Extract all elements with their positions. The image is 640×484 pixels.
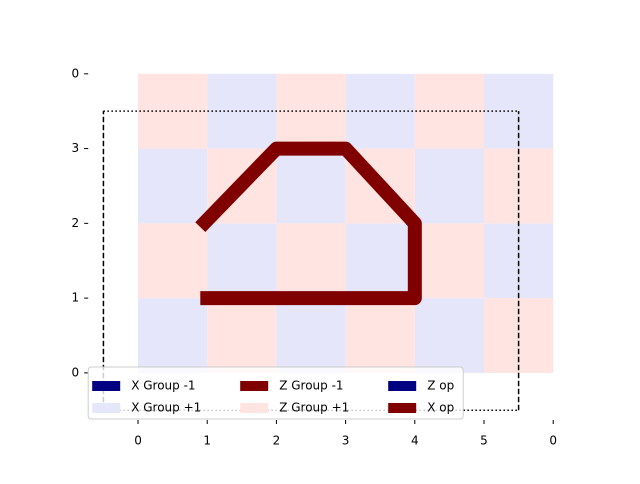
cell bbox=[414, 298, 485, 373]
legend-swatch bbox=[388, 403, 417, 413]
y-tick-label: 1 bbox=[72, 291, 80, 305]
y-tick-label: 3 bbox=[72, 141, 80, 155]
legend-label: X Group -1 bbox=[131, 379, 195, 393]
cell bbox=[207, 73, 277, 149]
cell bbox=[414, 223, 485, 299]
legend-swatch bbox=[240, 381, 269, 391]
x-tick-label: 0 bbox=[134, 434, 142, 448]
legend-swatch bbox=[240, 403, 269, 413]
operator-line bbox=[195, 141, 422, 306]
legend-frame bbox=[87, 366, 464, 420]
cell bbox=[345, 223, 415, 299]
cell bbox=[276, 73, 346, 149]
legend-label: Z Group -1 bbox=[279, 379, 343, 393]
legend: X Group -1 X Group +1 Z Group -1 Z Group +1… bbox=[87, 366, 464, 420]
cell bbox=[276, 298, 346, 373]
cell bbox=[138, 148, 208, 224]
y-tick-label: 0 bbox=[72, 66, 80, 80]
cell bbox=[345, 298, 415, 373]
cell bbox=[276, 148, 346, 224]
cell bbox=[414, 148, 485, 224]
legend-label: Z op bbox=[427, 379, 454, 393]
legend-swatch bbox=[388, 381, 417, 391]
x-tick-label: 0 bbox=[549, 434, 557, 448]
legend-label: X Group +1 bbox=[131, 401, 201, 415]
x-tick-label: 2 bbox=[273, 434, 281, 448]
legend-swatch bbox=[92, 403, 121, 413]
cell bbox=[414, 73, 485, 149]
cell bbox=[138, 298, 208, 373]
cell bbox=[207, 223, 277, 299]
cell bbox=[207, 298, 277, 373]
x-tick-label: 4 bbox=[411, 434, 419, 448]
legend-swatch bbox=[92, 381, 121, 391]
legend-label: Z Group +1 bbox=[279, 401, 349, 415]
y-tick-label: 2 bbox=[72, 216, 80, 230]
x-tick-label: 3 bbox=[342, 434, 350, 448]
y-tick-label: 0 bbox=[72, 365, 80, 379]
x-tick-label: 1 bbox=[203, 434, 211, 448]
cell bbox=[138, 223, 208, 299]
legend-label: X op bbox=[427, 401, 454, 415]
x-tick-label: 5 bbox=[480, 434, 488, 448]
cell bbox=[276, 223, 346, 299]
